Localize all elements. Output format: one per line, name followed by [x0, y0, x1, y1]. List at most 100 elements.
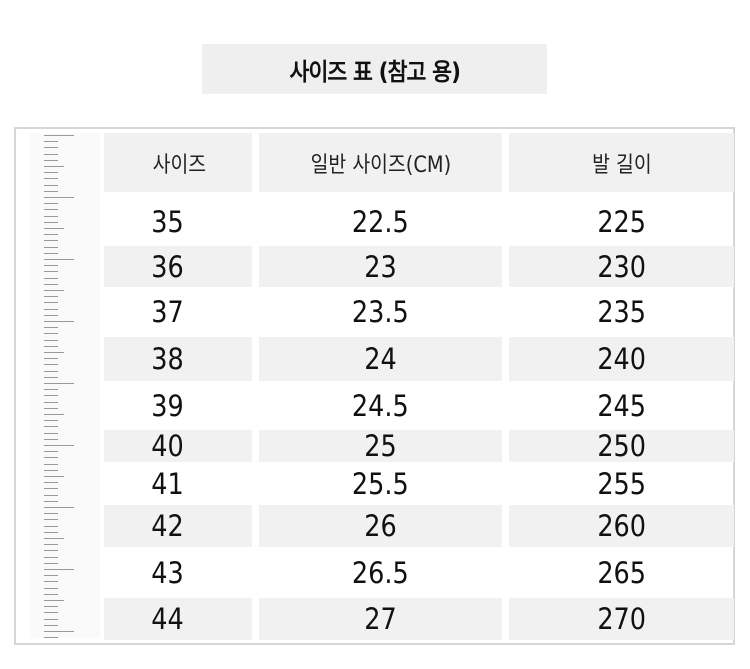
- ruler-tick: [44, 401, 58, 403]
- ruler-tick: [44, 562, 58, 564]
- cell-text: 41: [151, 466, 184, 501]
- cell-text: 23.5: [352, 295, 409, 329]
- table-cell: 24: [259, 337, 502, 381]
- cell-text: 36: [151, 249, 184, 284]
- cell-text: 235: [597, 295, 646, 329]
- ruler-tick: [44, 606, 58, 608]
- ruler-tick: [44, 550, 58, 552]
- ruler-tick: [44, 414, 64, 415]
- ruler-tick: [44, 575, 58, 577]
- table-cell: 24.5: [259, 381, 502, 430]
- ruler-tick: [44, 507, 74, 508]
- table-cell: 270: [509, 598, 734, 640]
- ruler-tick: [44, 556, 58, 558]
- table-cell: 23: [259, 246, 502, 287]
- ruler-tick: [44, 457, 58, 459]
- table-cell: 250: [509, 429, 734, 463]
- table-cell: 36: [104, 246, 252, 287]
- cell-text: 230: [597, 249, 646, 284]
- ruler-tick: [44, 426, 58, 428]
- ruler-tick: [44, 364, 58, 366]
- ruler-tick: [44, 463, 58, 465]
- ruler-tick: [44, 451, 58, 453]
- ruler-tick: [44, 631, 74, 632]
- ruler-tick: [44, 184, 58, 186]
- table-cell: 43: [104, 547, 252, 598]
- table-cell: 23.5: [259, 287, 502, 337]
- cell-text: 250: [597, 429, 646, 463]
- ruler-tick: [44, 271, 58, 273]
- table-cell: 230: [509, 246, 734, 287]
- ruler-tick: [44, 445, 74, 446]
- ruler-tick: [44, 488, 58, 490]
- table-cell: 27: [259, 598, 502, 640]
- table-cell: 255: [509, 462, 734, 505]
- ruler-tick: [44, 407, 58, 409]
- column-header: 사이즈: [104, 133, 252, 192]
- cell-text: 225: [597, 205, 646, 239]
- ruler-tick: [44, 525, 58, 527]
- ruler-tick: [44, 246, 58, 248]
- cell-text: 35: [151, 205, 184, 239]
- ruler-tick: [44, 494, 58, 496]
- ruler-tick: [44, 234, 58, 236]
- ruler-tick: [44, 283, 58, 285]
- cell-text: 42: [151, 509, 184, 543]
- ruler-tick: [44, 513, 58, 515]
- ruler-tick: [44, 221, 58, 223]
- ruler-tick: [44, 624, 58, 626]
- ruler-tick: [44, 333, 58, 335]
- ruler-tick: [44, 476, 64, 477]
- ruler-tick: [44, 389, 58, 391]
- ruler-tick: [44, 215, 58, 217]
- cell-text: 240: [597, 342, 646, 376]
- cell-text: 25: [364, 429, 397, 463]
- column-header: 일반 사이즈(CM): [259, 133, 502, 192]
- ruler-tick: [44, 395, 58, 397]
- ruler-tick: [44, 228, 64, 229]
- ruler-tick: [44, 290, 64, 291]
- cell-text: 26: [364, 509, 397, 543]
- ruler-tick: [44, 314, 58, 316]
- ruler-tick: [44, 203, 58, 205]
- ruler-tick: [44, 587, 58, 589]
- cell-text: 27: [364, 602, 397, 636]
- ruler-tick: [44, 302, 58, 304]
- ruler-tick: [44, 618, 58, 620]
- ruler-tick: [44, 376, 58, 378]
- ruler-tick: [44, 352, 64, 353]
- table-cell: 26: [259, 505, 502, 547]
- table-cell: 265: [509, 547, 734, 598]
- cell-text: 265: [597, 555, 646, 590]
- table-cell: 260: [509, 505, 734, 547]
- ruler-tick: [44, 296, 58, 298]
- table-cell: 39: [104, 381, 252, 430]
- ruler-tick: [44, 358, 58, 360]
- table-cell: 37: [104, 287, 252, 337]
- cell-text: 25.5: [352, 466, 409, 501]
- cell-text: 44: [151, 602, 184, 636]
- ruler-tick: [44, 240, 58, 242]
- table-cell: 25: [259, 429, 502, 463]
- ruler-tick: [44, 432, 58, 434]
- ruler-tick: [44, 327, 58, 329]
- ruler-tick: [44, 141, 58, 143]
- table-cell: 240: [509, 337, 734, 381]
- ruler-tick: [44, 153, 58, 155]
- ruler-tick: [44, 166, 64, 167]
- ruler-tick: [44, 438, 58, 440]
- cell-text: 38: [151, 342, 184, 376]
- ruler-tick: [44, 321, 74, 322]
- cell-text: 37: [151, 295, 184, 329]
- table-cell: 235: [509, 287, 734, 337]
- ruler-tick: [44, 581, 58, 583]
- cell-text: 사이즈: [152, 152, 207, 178]
- cell-text: 26.5: [352, 555, 409, 590]
- ruler-tick: [44, 345, 58, 347]
- cell-text: 23: [364, 249, 397, 284]
- ruler-tick: [44, 519, 58, 521]
- ruler-tick: [44, 277, 58, 279]
- ruler-tick: [44, 135, 74, 136]
- cell-text: 24: [364, 342, 397, 376]
- table-cell: 225: [509, 198, 734, 246]
